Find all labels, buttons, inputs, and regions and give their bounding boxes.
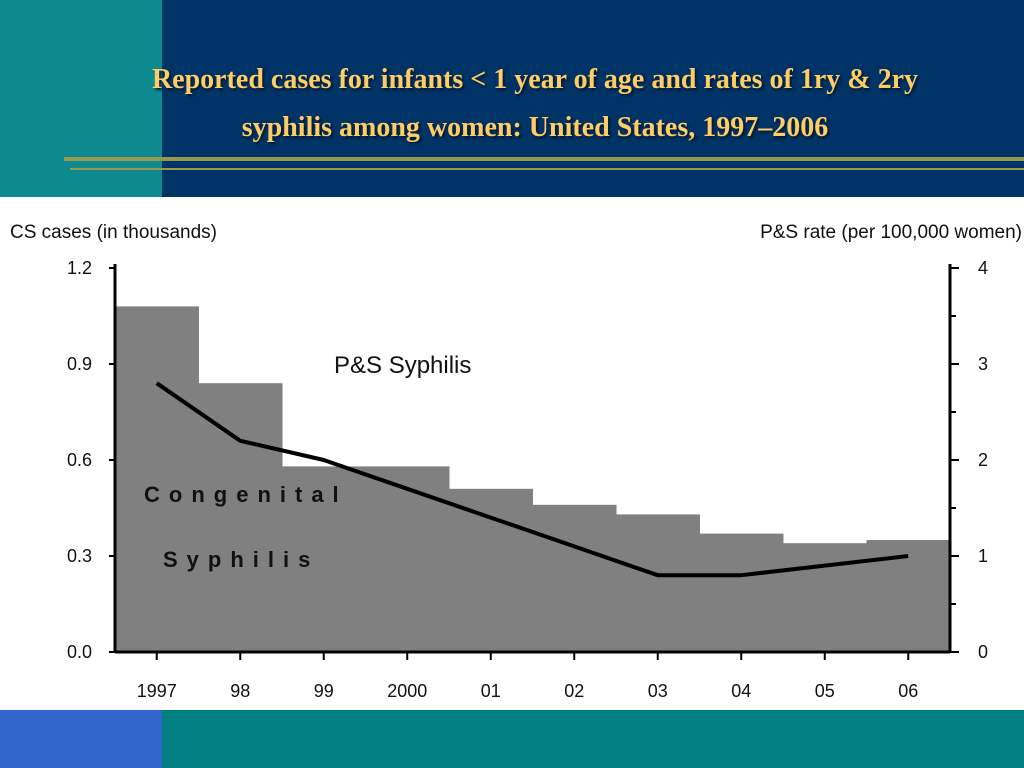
- slide-title-line2: syphilis among women: United States, 199…: [241, 112, 829, 143]
- left-accent-block: [0, 0, 162, 197]
- title-rule-thin: [70, 168, 1024, 170]
- bar-98: [198, 383, 283, 652]
- bar-01: [449, 488, 533, 652]
- y-right-axis-title: P&S rate (per 100,000 women): [760, 222, 1022, 243]
- bar-03: [616, 514, 700, 652]
- x-tick-label: 1997: [137, 681, 177, 701]
- line-p-and-s-syphilis: [155, 381, 909, 578]
- bar-05: [783, 543, 867, 652]
- y-left-tick-label: 0.6: [67, 450, 92, 470]
- x-tick-label: 01: [481, 681, 501, 701]
- bar-2000: [365, 466, 450, 652]
- y-left-tick-label: 0.3: [67, 546, 92, 566]
- bottom-left-accent-block: [0, 710, 162, 768]
- y-right-tick-label: 3: [978, 354, 988, 374]
- y-right-tick-label: 2: [978, 450, 988, 470]
- line-series: [155, 381, 909, 578]
- slide-title: Reported cases for infants < 1 year of a…: [60, 56, 1010, 152]
- x-tick-label: 99: [314, 681, 334, 701]
- y-left-tick-label: 0.0: [67, 642, 92, 662]
- bar-06: [866, 540, 951, 652]
- line-series-annotation: P&S Syphilis: [334, 352, 471, 379]
- y-right-tick-label: 1: [978, 546, 988, 566]
- y-left-axis-title: CS cases (in thousands): [10, 222, 217, 243]
- bar-series: [115, 306, 951, 652]
- header-background: [162, 0, 1024, 197]
- x-tick-label: 05: [815, 681, 835, 701]
- footer-bar: [162, 710, 1024, 768]
- bar-02: [532, 504, 617, 652]
- x-tick-label: 02: [564, 681, 584, 701]
- bar-series-annotation-line2: Syphilis: [163, 547, 319, 572]
- x-tick-label: 98: [230, 681, 250, 701]
- bar-1997: [115, 306, 199, 652]
- title-rule-thick: [64, 157, 1024, 161]
- bar-04: [699, 533, 784, 652]
- bar-99: [282, 466, 366, 652]
- x-tick-label: 06: [898, 681, 918, 701]
- axes: [109, 264, 959, 660]
- y-left-tick-label: 1.2: [67, 258, 92, 278]
- chart-svg: CS cases (in thousands) P&S rate (per 10…: [10, 222, 1022, 701]
- y-right-tick-label: 4: [978, 258, 988, 278]
- y-left-tick-label: 0.9: [67, 354, 92, 374]
- y-right-tick-label: 0: [978, 642, 988, 662]
- tick-labels: 1.2 0.9 0.6 0.3 0.0 4 3 2 1 0 1997 98 99 2000 01 02 03 04…: [67, 258, 988, 701]
- x-tick-label: 04: [731, 681, 751, 701]
- slide-title-line1: Reported cases for infants < 1 year of a…: [151, 64, 919, 95]
- x-tick-label: 03: [648, 681, 668, 701]
- x-tick-label: 2000: [387, 681, 427, 701]
- bar-series-annotation-line1: Congenital: [144, 482, 348, 507]
